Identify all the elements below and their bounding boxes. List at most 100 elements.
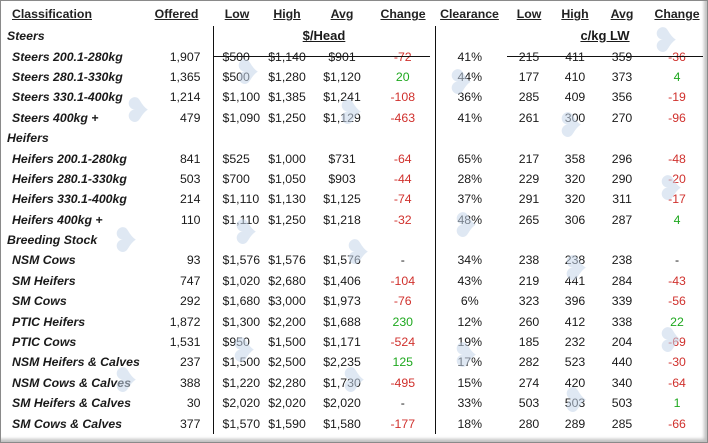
col-lw-avg: Avg (610, 7, 634, 21)
row-offered: 30 (140, 393, 214, 414)
row-offered: 1,531 (140, 331, 214, 353)
row-low: $700 (222, 171, 250, 186)
row-avg: $731 (328, 151, 356, 166)
row-lw-avg: 204 (611, 335, 633, 350)
row-change: -463 (390, 110, 416, 125)
row-lw-high: 300 (564, 110, 586, 125)
row-lw-low: 177 (518, 69, 540, 84)
row-classification: Steers 400kg + (12, 110, 99, 125)
table-row: SM Cows & Calves 377 $1,570 $1,590 $1,580 -17… (2, 413, 706, 434)
price-table: Classification Offered Low High Avg Chan… (2, 2, 706, 434)
row-low: $950 (222, 335, 250, 350)
row-avg: $1,580 (323, 416, 361, 431)
empty-cell (213, 230, 261, 250)
unit-head-cell: $/Head (213, 26, 435, 46)
row-offered: 503 (140, 168, 214, 190)
row-change: -108 (390, 90, 416, 105)
row-lw-change: -30 (668, 355, 686, 370)
empty-cell (504, 128, 554, 148)
section-row-breeding: Breeding Stock (2, 229, 706, 251)
row-avg: $1,171 (323, 335, 361, 350)
row-lw-high: 409 (564, 90, 586, 105)
section-label: Heifers (7, 131, 49, 146)
table-body: Steers $/Head c/kg LW Steers 200.1-280kg 1,9… (2, 26, 706, 434)
row-offered: 1,214 (140, 87, 214, 108)
row-clearance: 44% (434, 66, 504, 88)
row-lw-high: 412 (564, 314, 586, 329)
col-low: Low (224, 7, 250, 21)
col-lw-change: Change (654, 7, 700, 21)
row-change: -177 (390, 416, 416, 431)
row-classification: Heifers 280.1-330kg (12, 171, 127, 186)
row-offered: 1,907 (140, 46, 214, 67)
row-avg: $1,730 (323, 375, 361, 390)
row-lw-change: 4 (673, 69, 681, 84)
row-offered: 479 (140, 107, 214, 128)
row-classification: Heifers 200.1-280kg (12, 151, 127, 166)
empty-cell (596, 230, 648, 250)
row-low: $1,220 (222, 375, 261, 390)
row-change: - (400, 253, 405, 268)
row-low: $1,110 (222, 212, 260, 227)
row-classification: SM Cows & Calves (12, 416, 123, 431)
row-low: $1,090 (222, 110, 261, 125)
row-classification: NSM Heifers & Calves (12, 355, 140, 370)
unit-underline (213, 56, 430, 57)
row-lw-low: 503 (518, 396, 540, 411)
row-offered: 292 (140, 291, 214, 312)
empty-cell (596, 128, 648, 148)
row-avg: $2,020 (323, 396, 361, 411)
row-lw-low: 291 (518, 192, 540, 207)
row-lw-low: 282 (518, 355, 540, 370)
row-clearance: 6% (434, 291, 504, 312)
row-low: $1,500 (222, 355, 261, 370)
row-low: $1,570 (222, 416, 261, 431)
empty-cell (554, 230, 596, 250)
row-high: $1,050 (268, 171, 306, 186)
col-classification: Classification (12, 7, 92, 21)
row-lw-low: 261 (518, 110, 540, 125)
row-lw-low: 185 (518, 335, 540, 350)
row-lw-avg: 503 (611, 396, 633, 411)
row-lw-avg: 270 (611, 110, 633, 125)
row-lw-change: -43 (668, 273, 686, 288)
row-offered: 93 (140, 250, 214, 271)
row-lw-high: 358 (564, 151, 586, 166)
row-lw-high: 238 (564, 253, 586, 268)
col-clearance: Clearance (440, 7, 499, 21)
table-row: Heifers 330.1-400kg 214 $1,110 $1,130 $1,125… (2, 189, 706, 210)
row-lw-high: 320 (564, 192, 586, 207)
section-row-steers: Steers $/Head c/kg LW (2, 26, 706, 47)
row-low: $2,020 (222, 396, 261, 411)
row-clearance: 36% (434, 87, 504, 108)
row-lw-avg: 287 (611, 212, 633, 227)
col-avg: Avg (330, 7, 354, 21)
row-lw-high: 396 (564, 294, 586, 309)
empty-cell (313, 230, 371, 250)
table-row: Heifers 400kg + 110 $1,110 $1,250 $1,218 -32 4… (2, 209, 706, 230)
row-lw-low: 274 (518, 375, 540, 390)
table-row: NSM Cows 93 $1,576 $1,576 $1,576 - 34% 238 238 23… (2, 250, 706, 271)
row-lw-avg: 339 (611, 294, 633, 309)
empty-cell (261, 128, 313, 148)
row-change: 20 (395, 69, 410, 84)
row-lw-low: 238 (518, 253, 540, 268)
row-low: $1,110 (222, 192, 260, 207)
row-offered: 388 (140, 372, 214, 394)
row-lw-change: 4 (673, 212, 681, 227)
empty-cell (554, 128, 596, 148)
table-row: Steers 280.1-330kg 1,365 $500 $1,280 $1,120 2… (2, 66, 706, 88)
row-lw-low: 229 (518, 171, 540, 186)
row-change: - (400, 396, 405, 411)
empty-cell (213, 128, 261, 148)
row-classification: Steers 330.1-400kg (12, 90, 123, 105)
row-clearance: 41% (434, 107, 504, 128)
row-low: $1,576 (222, 253, 261, 268)
row-high: $1,576 (268, 253, 306, 268)
table-row: Heifers 280.1-330kg 503 $700 $1,050 $903 -44 2… (2, 168, 706, 190)
row-classification: Heifers 330.1-400kg (12, 192, 127, 207)
row-classification: Steers 200.1-280kg (12, 49, 123, 64)
row-clearance: 12% (434, 311, 504, 332)
row-classification: NSM Cows (12, 253, 76, 268)
